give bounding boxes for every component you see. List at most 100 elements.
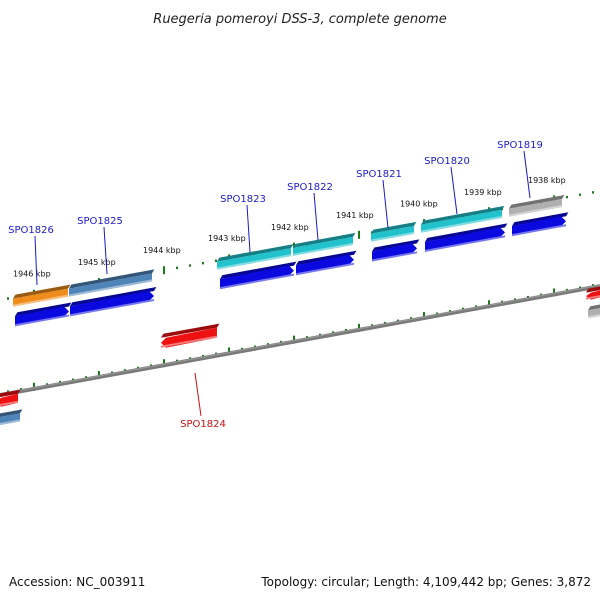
cog-bar-spo1819-shine [509,204,562,217]
cds-arrow-spo1821-shine [372,251,417,262]
map-title: Ruegeria pomeroyi DSS-3, complete genome [153,12,446,27]
cds-arrow-spo1819-top-face [512,212,569,227]
cds-arrow-spo1824-shine [161,335,217,348]
kbp-label: 1946 kbp [13,270,51,279]
cds-arrow-spo1823-top-face [220,261,297,280]
gene-label-spo1820[interactable]: SPO1820 [424,156,470,167]
cds-arrow-spo1820-top-face [425,223,508,242]
edge-reverse-gene-left-top-face [0,389,21,398]
kbp-label: 1939 kbp [464,188,502,197]
cds-arrow-spo1826[interactable] [15,302,72,327]
kbp-label: 1942 kbp [271,223,309,232]
cds-arrow-spo1822-shine [296,262,354,276]
leader-line [194,372,202,417]
cog-bar-spo1823-front-face [217,248,291,270]
cds-arrow-spo1820[interactable] [425,223,508,252]
cog-bar-spo1820-top-face [421,205,505,225]
cog-bar-spo1823-top-face [217,244,294,262]
cds-arrow-spo1825-top-face [70,287,157,307]
cog-bar-spo1826-shine [13,294,68,307]
leader-line [523,150,531,199]
cog-bar-spo1825[interactable] [69,269,155,297]
cds-arrow-spo1822-top-face [296,250,357,266]
cds-arrow-spo1825-front-face [70,291,154,317]
cog-bar-spo1822-shine [293,242,353,256]
kbp-label: 1940 kbp [400,199,438,208]
cds-arrow-spo1823-shine [220,273,294,290]
cds-arrow-spo1820-shine [425,235,505,252]
cds-arrow-spo1825[interactable] [70,287,157,317]
cds-arrow-spo1819-front-face [512,216,566,237]
leader-line [382,179,389,229]
label-layer: SPO1826 SPO1825 SPO1823 SPO1822 SPO1821 SPO18… [8,140,543,430]
edge-cog-bar-left-top-face [0,409,23,418]
gene-label-spo1821[interactable]: SPO1821 [356,169,402,180]
edge-cog-bar-right-shine [588,314,600,319]
cds-arrow-spo1820-front-face [425,227,505,252]
cds-arrow-spo1821-front-face [372,243,417,262]
leader-line [34,235,38,286]
cog-bar-spo1825-shine [69,279,152,297]
cds-arrow-spo1823[interactable] [220,261,297,290]
genome-backbone-highlight [0,284,600,395]
kbp-label: 1943 kbp [208,234,246,243]
cds-arrow-spo1822-front-face [296,254,354,276]
cds-arrow-spo1826-front-face [15,306,69,327]
edge-cog-bar-left-shine [0,419,20,426]
gene-label-spo1822[interactable]: SPO1822 [287,182,333,193]
cog-bar-spo1819-top-face [509,194,565,209]
cog-bar-spo1820-front-face [421,209,502,233]
cds-arrow-spo1825-shine [70,299,154,317]
gene-label-spo1825[interactable]: SPO1825 [77,216,123,227]
cog-bar-spo1820[interactable] [421,205,505,233]
leader-line [450,166,458,215]
gene-label-spo1823[interactable]: SPO1823 [220,194,266,205]
edge-cog-bar-right-top-face [588,304,600,311]
cog-bar-spo1822[interactable] [293,232,356,256]
edge-reverse-gene-right-shine [586,295,600,300]
genome-summary: Topology: circular; Length: 4,109,442 bp… [260,575,591,589]
kbp-label: 1938 kbp [528,176,566,185]
cog-bar-spo1826[interactable] [13,284,71,307]
kbp-label: 1941 kbp [336,211,374,220]
cog-bar-spo1821[interactable] [371,221,417,242]
kbp-label: 1944 kbp [143,246,181,255]
edge-reverse-gene-right-top-face [586,286,600,293]
cog-bar-spo1821-shine [371,231,414,242]
kbp-label: 1945 kbp [78,258,116,267]
edge-cog-bar-left[interactable] [0,409,23,426]
edge-cog-bar-right[interactable] [588,303,600,319]
cds-arrow-spo1819-shine [512,224,566,237]
edge-reverse-gene-left-shine [0,400,18,407]
cds-arrow-spo1824[interactable] [161,323,220,348]
cds-arrow-spo1826-top-face [15,302,72,317]
gene-label-spo1824[interactable]: SPO1824 [180,419,226,430]
cds-arrow-spo1822[interactable] [296,250,357,276]
edge-reverse-gene-right[interactable] [586,285,600,300]
cds-arrow-spo1826-shine [15,314,69,327]
cog-bar-spo1821-top-face [371,221,417,234]
cds-arrow-spo1819[interactable] [512,212,569,237]
cog-bar-spo1826-top-face [13,284,71,299]
cds-arrow-spo1821[interactable] [372,239,420,262]
cog-bar-spo1819[interactable] [509,194,565,217]
cog-bar-spo1820-shine [421,215,502,233]
cog-bar-spo1823[interactable] [217,244,294,270]
edge-reverse-gene-left[interactable] [0,389,21,407]
gene-label-spo1819[interactable]: SPO1819 [497,140,543,151]
leader-line [246,204,251,253]
cog-bar-spo1823-shine [217,254,291,270]
cds-arrow-spo1823-front-face [220,265,294,290]
genome-backbone [0,284,600,397]
cds-arrow-spo1821-top-face [372,239,420,252]
accession-text: Accession: NC_003911 [9,575,145,589]
cds-arrow-spo1824-front-face [161,327,217,348]
feature-layer [0,194,600,426]
leader-line [103,226,108,275]
cog-bar-spo1822-top-face [293,232,356,248]
cog-bar-spo1825-top-face [69,269,155,289]
gene-label-spo1826[interactable]: SPO1826 [8,225,54,236]
leader-line [313,192,319,241]
cds-arrow-spo1824-top-face [161,323,220,338]
